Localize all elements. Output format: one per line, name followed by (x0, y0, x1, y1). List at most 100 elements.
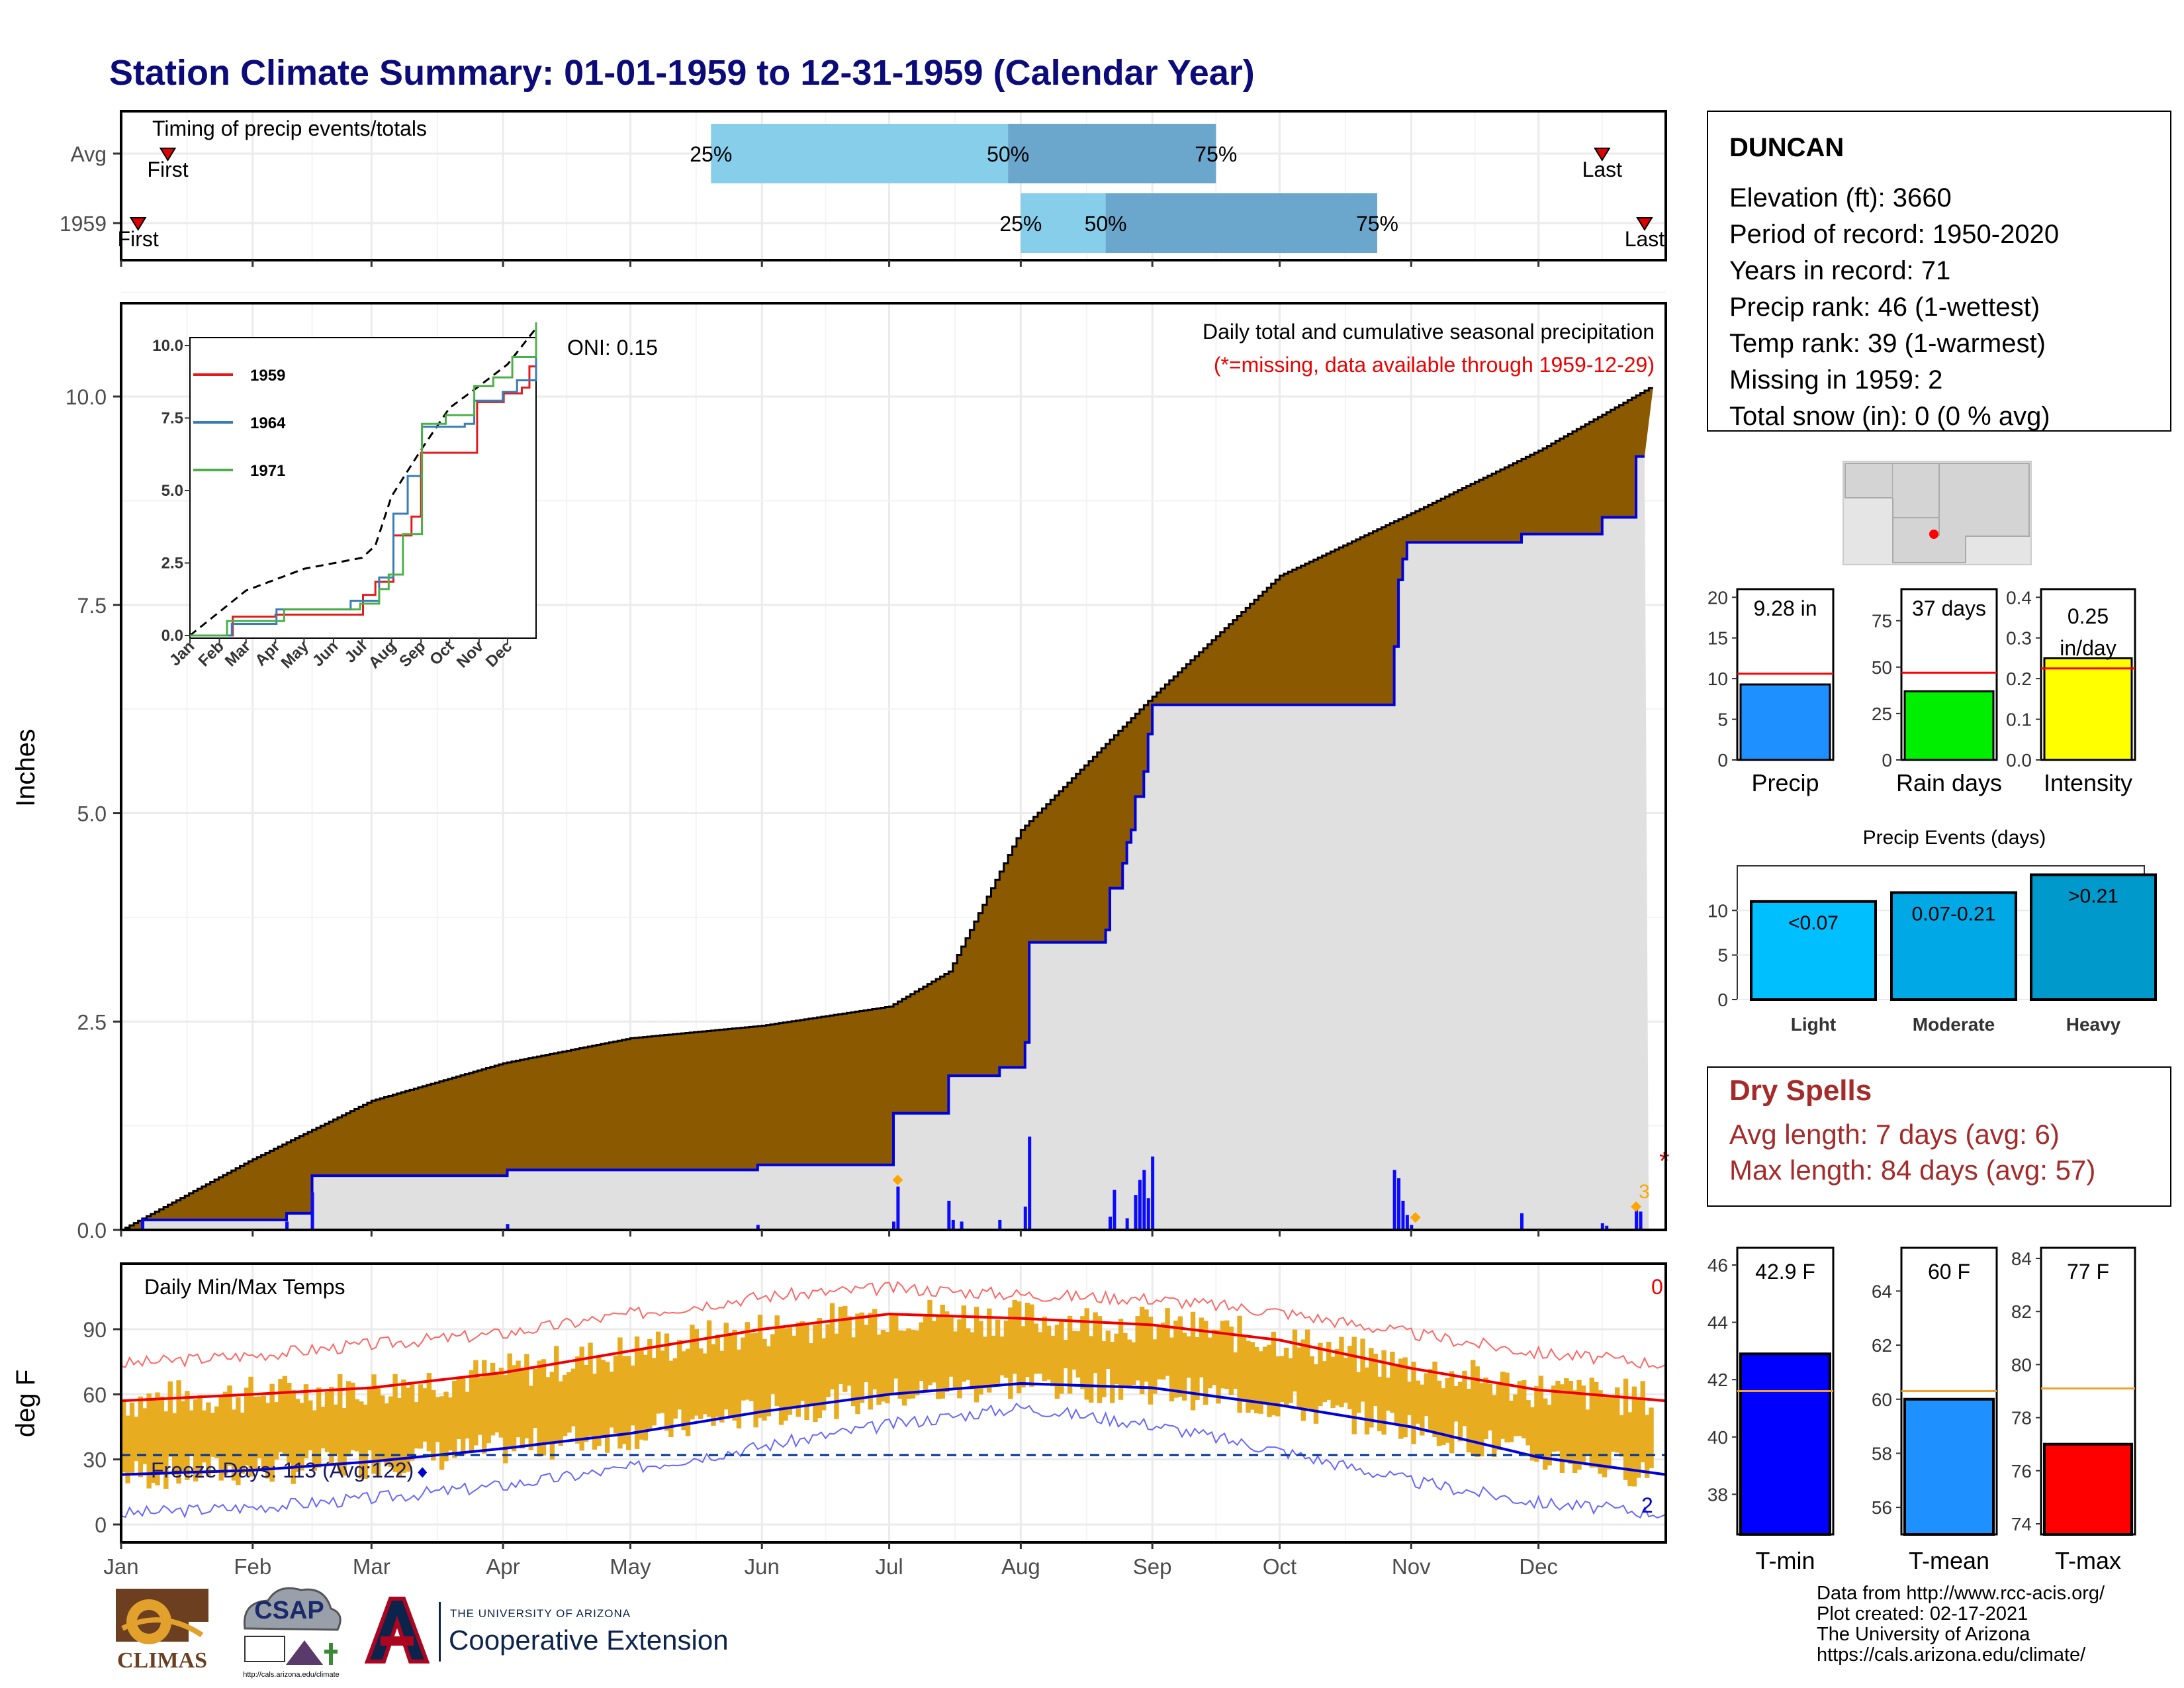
daily-temp-bar (549, 1372, 555, 1460)
daily-temp-bar (1254, 1346, 1259, 1413)
daily-temp-bar (995, 1319, 1001, 1384)
daily-temp-bar (588, 1342, 593, 1436)
events-y-tick: 10 (1707, 900, 1728, 921)
daily-temp-bar (783, 1328, 788, 1421)
daily-temp-bar (961, 1305, 967, 1382)
csap-url: http://cals.arizona.edu/climate (243, 1671, 340, 1679)
daily-temp-bar (1559, 1384, 1565, 1473)
daily-temp-bar (1424, 1373, 1429, 1417)
daily-temp-bar (1381, 1350, 1387, 1435)
daily-temp-bar (1462, 1370, 1467, 1427)
daily-temp-bar (897, 1330, 903, 1399)
events-title: Precip Events (days) (1863, 827, 2046, 849)
daily-temp-bar (1373, 1353, 1378, 1407)
daily-temp-bar (257, 1396, 262, 1458)
legend-label: 1971 (250, 462, 285, 480)
daily-temp-bar (1160, 1323, 1166, 1380)
daily-temp-bar (498, 1368, 504, 1438)
daily-temp-bar (1267, 1344, 1272, 1417)
inset-y-tick: 5.0 (161, 482, 183, 500)
mini-bar-value-label: 37 days (1912, 596, 1986, 620)
daily-temp-bar (1479, 1383, 1484, 1457)
daily-temp-bar (359, 1401, 364, 1479)
panel-border (120, 110, 1667, 261)
daily-temp-bar (1232, 1352, 1238, 1389)
daily-temp-bar (634, 1336, 640, 1449)
last-marker (1594, 148, 1611, 162)
daily-temp-bar (850, 1337, 856, 1407)
temp-bar-tick: 40 (1707, 1427, 1728, 1448)
daily-temp-bar (354, 1399, 360, 1452)
daily-temp-bar (1580, 1385, 1586, 1462)
daily-temp-bar (1406, 1382, 1412, 1415)
temp-bar-tick: 62 (1872, 1335, 1892, 1356)
inset-series-line (190, 365, 537, 637)
daily-temp-bar (1593, 1382, 1599, 1468)
daily-temp-bar (681, 1351, 686, 1430)
daily-temp-bar (1606, 1396, 1612, 1470)
daily-temp-bar (1355, 1372, 1361, 1413)
daily-temp-bar (970, 1332, 975, 1389)
daily-temp-bar (804, 1324, 809, 1421)
y-tick-label: 90 (83, 1318, 107, 1342)
inset-y-tick: 7.5 (161, 410, 183, 428)
daily-temp-bar (1547, 1405, 1552, 1466)
daily-temp-bar (465, 1391, 470, 1439)
daily-temp-bar (999, 1336, 1005, 1376)
daily-temp-bar (541, 1359, 547, 1456)
event-bar (1750, 900, 1877, 1002)
daily-temp-bar (808, 1343, 814, 1406)
daily-temp-bar (316, 1387, 322, 1468)
legend-label: 1959 (250, 367, 285, 385)
station-info-line: Years in record: 71 (1729, 256, 1950, 285)
daily-precip-bar (947, 1200, 951, 1230)
daily-temp-bar (367, 1386, 373, 1451)
daily-temp-bar (189, 1410, 195, 1456)
temp-bar-tick: 82 (2011, 1301, 2032, 1322)
daily-precip-bar (1405, 1215, 1409, 1230)
inset-y-tick: 10.0 (152, 337, 183, 355)
daily-temp-bar (859, 1312, 865, 1403)
event-value-label: 0.07-0.21 (1912, 903, 1996, 925)
y-tick-label: 0.0 (77, 1219, 107, 1243)
daily-temp-bar (1279, 1356, 1285, 1403)
daily-temp-bar (1508, 1400, 1514, 1442)
timing-row-label: Avg (70, 142, 107, 166)
station-info-line: Missing in 1959: 2 (1729, 365, 1942, 395)
legend-label: 1964 (250, 414, 286, 432)
daily-temp-bar (1054, 1325, 1060, 1399)
footer-credits: Data from http://www.rcc-acis.org/ Plot … (1817, 1583, 2105, 1665)
daily-temp-bar (1428, 1369, 1433, 1430)
daily-temp-bar (503, 1375, 508, 1464)
daily-temp-bar (1589, 1378, 1594, 1468)
temp-bar-value (1903, 1397, 1995, 1536)
inset-series-line (190, 340, 537, 637)
daily-temp-bar (1441, 1388, 1446, 1446)
daily-temp-bar (893, 1313, 899, 1379)
daily-temp-bar (1258, 1351, 1263, 1414)
daily-temp-bar (1330, 1356, 1336, 1409)
daily-temp-bar (150, 1399, 156, 1483)
daily-precip-bar (892, 1221, 895, 1230)
oni-label: ONI: 0.15 (567, 336, 658, 359)
daily-temp-bar (944, 1311, 950, 1393)
daily-temp-bar (303, 1384, 309, 1458)
daily-temp-bar (1326, 1341, 1332, 1400)
daily-temp-bar (1097, 1316, 1103, 1403)
freeze-days-label: Freeze Days: 113 (Avg:122) (151, 1458, 414, 1482)
y-tick-label: 10.0 (66, 385, 107, 409)
daily-precip-bar (1605, 1225, 1609, 1230)
temp-bar-tick: 58 (1872, 1443, 1892, 1464)
cold-count: 2 (1641, 1493, 1653, 1517)
daily-temp-bar (1080, 1316, 1085, 1389)
temp-bar-value-label: 60 F (1928, 1260, 1970, 1284)
daily-temp-bar (1364, 1367, 1370, 1435)
daily-precip-bar (1410, 1225, 1414, 1230)
daily-temp-bar (651, 1358, 657, 1426)
temp-bar-tick: 56 (1872, 1497, 1892, 1518)
daily-precip-bar (1520, 1213, 1524, 1230)
daily-temp-bar (719, 1350, 725, 1423)
daily-temp-bar (676, 1339, 682, 1410)
daily-temp-bar (1297, 1347, 1302, 1408)
daily-temp-bar (155, 1392, 160, 1485)
